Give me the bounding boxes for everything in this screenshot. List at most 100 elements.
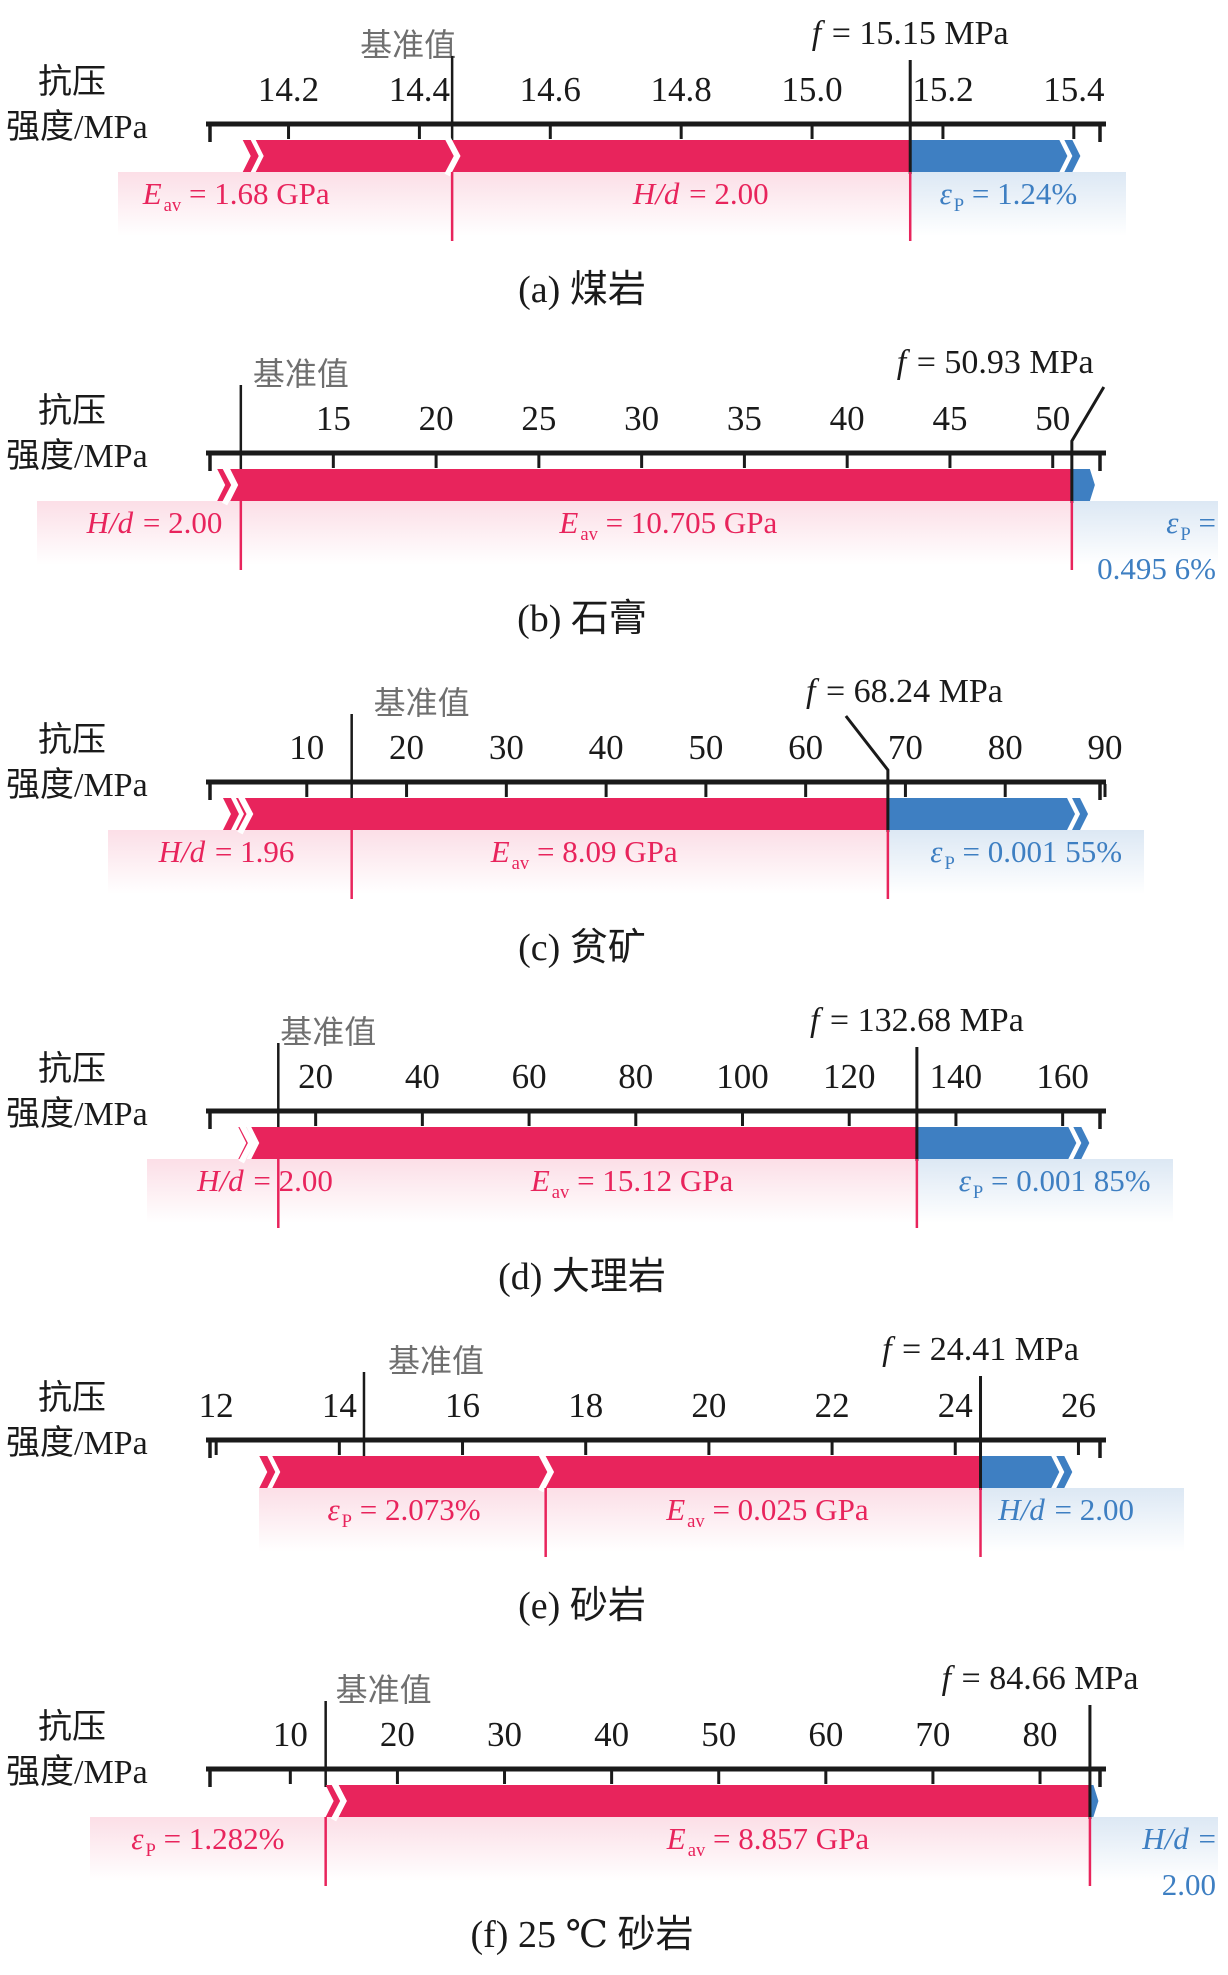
f-value-label: f = 68.24 MPa [806,673,1003,711]
annotation-hd-ratio: H/d = 2.00 [1142,1821,1216,1903]
tick-label: 20 [418,399,454,438]
annotation-variable: H/d [158,834,206,869]
overflow-bar [916,1127,1077,1159]
annotation-subscript: P [953,195,965,217]
f-value-label: f = 24.41 MPa [882,1331,1079,1369]
blue-fade-zone [916,1159,1173,1223]
tick-label: 14.6 [519,70,581,109]
tick-label: 10 [289,728,325,767]
annotation-variable: ε [1166,505,1179,540]
annotation-variable: ε [930,834,943,869]
tick-label: 50 [688,728,724,767]
overflow-bar [1071,469,1095,501]
panel-a: 抗压 强度/MPa 基准值 f = 15.15 MPa 14.2 14.4 14.6 14.8… [0,0,1228,329]
annotation-value: = 0.001 85% [991,1163,1151,1198]
f-variable: f [941,1660,952,1697]
y-axis-title-line1: 抗压 [38,64,106,101]
annotation-variable: E [559,505,579,540]
tick-label: 14.8 [650,70,712,109]
strength-bar [230,469,1072,501]
tick-label: 15.4 [1043,70,1105,109]
strength-bar-tip [259,1456,276,1488]
tick-label: 25 [521,399,557,438]
f-variable: f [882,1331,892,1368]
annotation-variable: ε [958,1163,971,1198]
baseline-value-label: 基准值 [335,1672,432,1708]
annotation-variable: E [530,1163,550,1198]
annotation-hd-ratio: H/d = 2.00 [633,176,769,212]
overflow-bar-tip [1064,140,1081,172]
tick-label: 40 [588,728,624,767]
f-variable: f [809,1002,820,1039]
annotation-value-line2: 2.00 [1161,1867,1216,1902]
annotation-subscript: P [1180,524,1191,546]
annotation-variable: E [142,176,162,211]
pink-fade-zone [108,830,888,894]
f-value-text: = 50.93 MPa [916,344,1094,381]
annotation-subscript: av [687,1511,705,1533]
strength-bar [251,1127,917,1159]
y-axis-title-line2: 强度/MPa [6,1754,148,1791]
baseline-value-label: 基准值 [252,356,349,392]
annotation-value: = 2.00 [1054,1492,1134,1527]
annotation-variable: H/d [197,1163,244,1198]
annotation-variable: E [490,834,510,869]
annotation-variable: ε [131,1821,144,1856]
tick-label: 70 [915,1715,951,1754]
f-value-text: = 15.15 MPa [831,15,1009,52]
overflow-bar [887,798,1076,830]
annotation-subscript: av [687,1840,706,1862]
f-value-text: = 132.68 MPa [829,1002,1024,1039]
blue-fade-zone [910,172,1127,236]
annotation-hd-ratio: H/d = 1.96 [159,834,295,870]
tick-label: 30 [487,1715,523,1754]
f-value-text: = 84.66 MPa [961,1660,1139,1697]
tick-label: 40 [404,1057,440,1096]
tick-label: 30 [488,728,524,767]
overflow-bar-tip [1072,798,1089,830]
f-value-text: = 24.41 MPa [902,1331,1079,1368]
annotation-subscript: av [551,1182,570,1204]
baseline-value-label: 基准值 [387,1343,484,1379]
strength-bar-tip [238,1127,255,1159]
annotation-subscript: av [163,195,182,217]
annotation-value: = 0.025 GPa [712,1492,869,1527]
annotation-value: = [1198,1821,1216,1856]
tick-label: 40 [594,1715,630,1754]
blue-fade-zone [1071,501,1218,565]
f-value-label: f = 84.66 MPa [942,1660,1139,1698]
annotation-hd-ratio: H/d = 2.00 [998,1492,1134,1528]
tick-label: 160 [1036,1057,1089,1096]
annotation-variable: ε [939,176,952,211]
annotation-value: = 2.00 [689,176,769,211]
tick-label: 24 [937,1386,973,1425]
f-variable: f [811,15,822,52]
panel-f: 抗压 强度/MPa 基准值 f = 84.66 MPa 10 20 30 40 50 60 70 80… [0,1645,1228,1974]
annotation-value: = 8.857 GPa [713,1821,870,1856]
y-axis-title-line2: 强度/MPa [6,1096,148,1133]
panel-c: 抗压 强度/MPa 基准值 f = 68.24 MPa 10 20 30 40 50 60 70 80… [0,658,1228,987]
panel-caption: (d) 大理岩 [498,1256,666,1298]
strength-bar-tip [242,140,259,172]
y-axis-title-line1: 抗压 [38,1380,106,1417]
f-variable: f [896,344,907,381]
strength-bar-tip [222,798,239,830]
y-axis-title-line1: 抗压 [38,722,106,759]
tick-label: 26 [1060,1386,1096,1425]
annotation-value: = 15.12 GPa [577,1163,734,1198]
overflow-bar-tip [1056,1456,1073,1488]
tick-label: 14.2 [257,70,320,109]
strength-bar [272,1456,981,1488]
strength-bar-tip [217,469,234,501]
annotation-subscript: P [145,1840,156,1862]
tick-label: 35 [726,399,762,438]
pink-fade-zone [259,1488,981,1552]
bar-break-mark [444,135,461,177]
pink-fade-zone [36,501,1072,565]
f-variable: f [806,673,816,710]
